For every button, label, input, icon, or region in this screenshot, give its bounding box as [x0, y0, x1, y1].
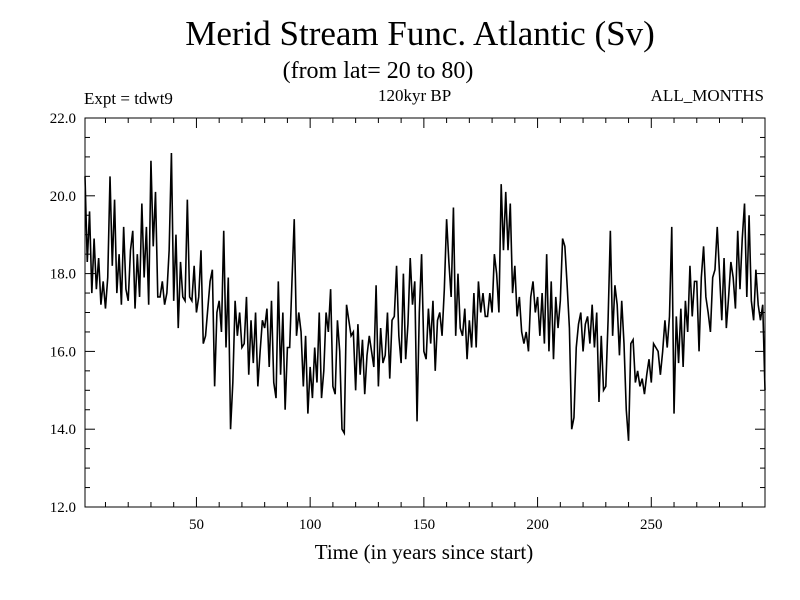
chart-subtitle: (from lat= 20 to 80) — [282, 58, 474, 84]
months-label: ALL_MONTHS — [650, 86, 764, 105]
y-tick-label: 14.0 — [50, 422, 76, 438]
y-tick-label: 12.0 — [50, 500, 76, 516]
x-tick-label: 150 — [413, 517, 436, 533]
y-tick-label: 22.0 — [50, 111, 76, 127]
x-tick-label: 250 — [640, 517, 663, 533]
axis-tick-labels: 12.0 14.0 16.0 18.0 20.0 22.0 50 100 150 200 250 — [50, 111, 663, 533]
axis-ticks — [85, 117, 766, 508]
data-series-line — [84, 152, 766, 441]
x-tick-label: 100 — [299, 517, 322, 533]
y-tick-label: 20.0 — [50, 189, 76, 205]
plot-frame — [84, 117, 766, 508]
y-tick-label: 18.0 — [50, 267, 76, 283]
x-tick-label: 200 — [526, 517, 549, 533]
x-axis-label: Time (in years since start) — [314, 540, 534, 564]
period-label: 120kyr BP — [378, 86, 452, 105]
experiment-label: Expt = tdwt9 — [84, 89, 173, 108]
chart-title: Merid Stream Func. Atlantic (Sv) — [185, 14, 655, 53]
x-tick-label: 50 — [189, 517, 204, 533]
y-tick-label: 16.0 — [50, 344, 76, 360]
